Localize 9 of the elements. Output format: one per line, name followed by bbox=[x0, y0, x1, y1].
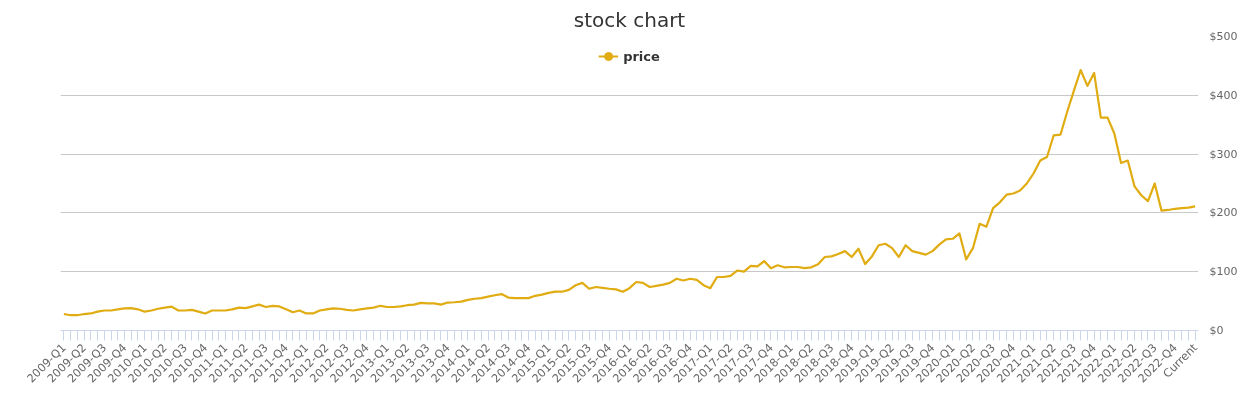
y-tick-label: $300 bbox=[1209, 147, 1238, 161]
chart-title: stock chart bbox=[573, 7, 686, 32]
y-tick-label: $200 bbox=[1209, 206, 1238, 220]
y-tick-label: $500 bbox=[1209, 30, 1238, 43]
legend-label: price bbox=[623, 48, 660, 64]
y-tick-label: $400 bbox=[1209, 88, 1238, 102]
y-tick-label: $100 bbox=[1209, 265, 1238, 279]
y-tick-label: $0 bbox=[1209, 324, 1224, 337]
line-series bbox=[62, 68, 1197, 317]
